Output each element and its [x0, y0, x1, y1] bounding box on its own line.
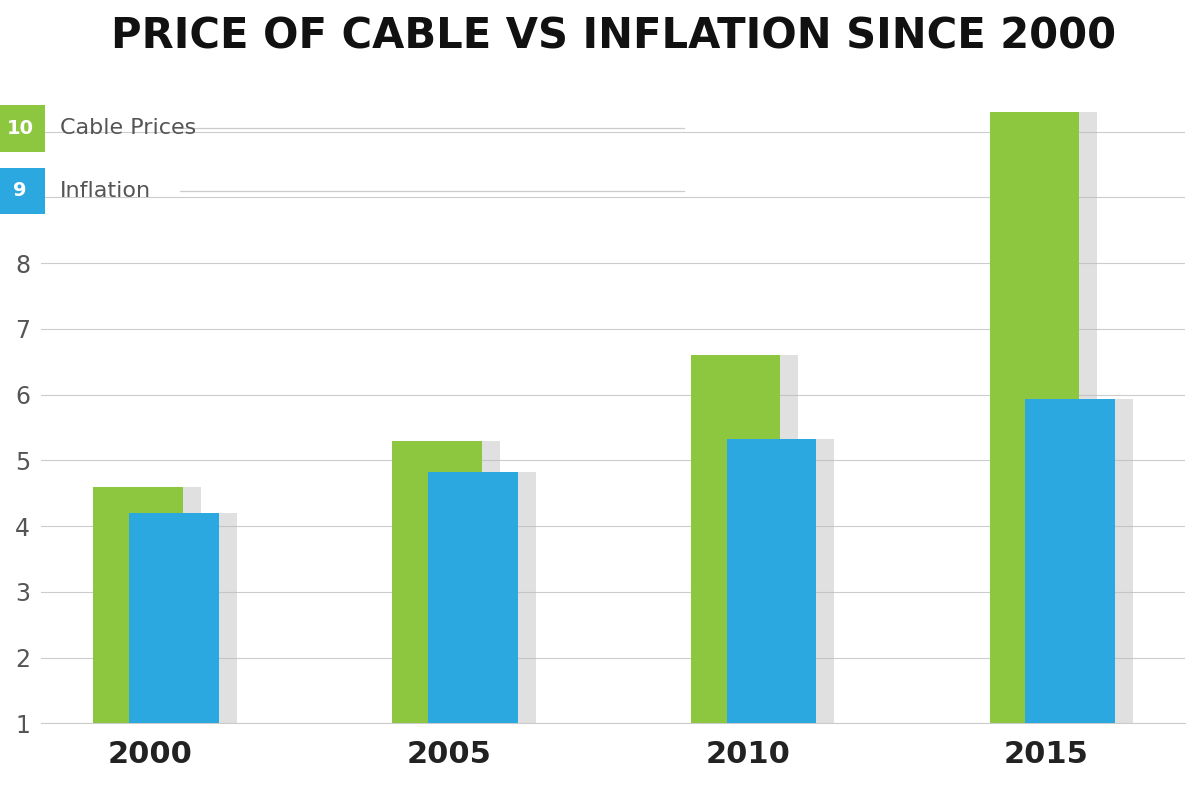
- Bar: [709, 355, 798, 731]
- Bar: [428, 471, 517, 723]
- Text: 9: 9: [13, 182, 26, 200]
- Text: Inflation: Inflation: [60, 181, 151, 201]
- Bar: [1043, 399, 1133, 731]
- Bar: [727, 439, 816, 723]
- Bar: [410, 441, 499, 731]
- Bar: [112, 486, 200, 731]
- Bar: [990, 112, 1079, 723]
- Bar: [130, 513, 218, 723]
- Bar: [148, 513, 236, 731]
- Bar: [745, 439, 834, 731]
- Bar: [1026, 399, 1115, 723]
- Bar: [94, 486, 182, 723]
- Bar: [392, 441, 481, 723]
- Text: 10: 10: [6, 119, 34, 138]
- Title: PRICE OF CABLE VS INFLATION SINCE 2000: PRICE OF CABLE VS INFLATION SINCE 2000: [110, 15, 1116, 57]
- Bar: [1008, 112, 1097, 731]
- Bar: [691, 355, 780, 723]
- Text: Cable Prices: Cable Prices: [60, 118, 196, 138]
- Bar: [446, 471, 535, 731]
